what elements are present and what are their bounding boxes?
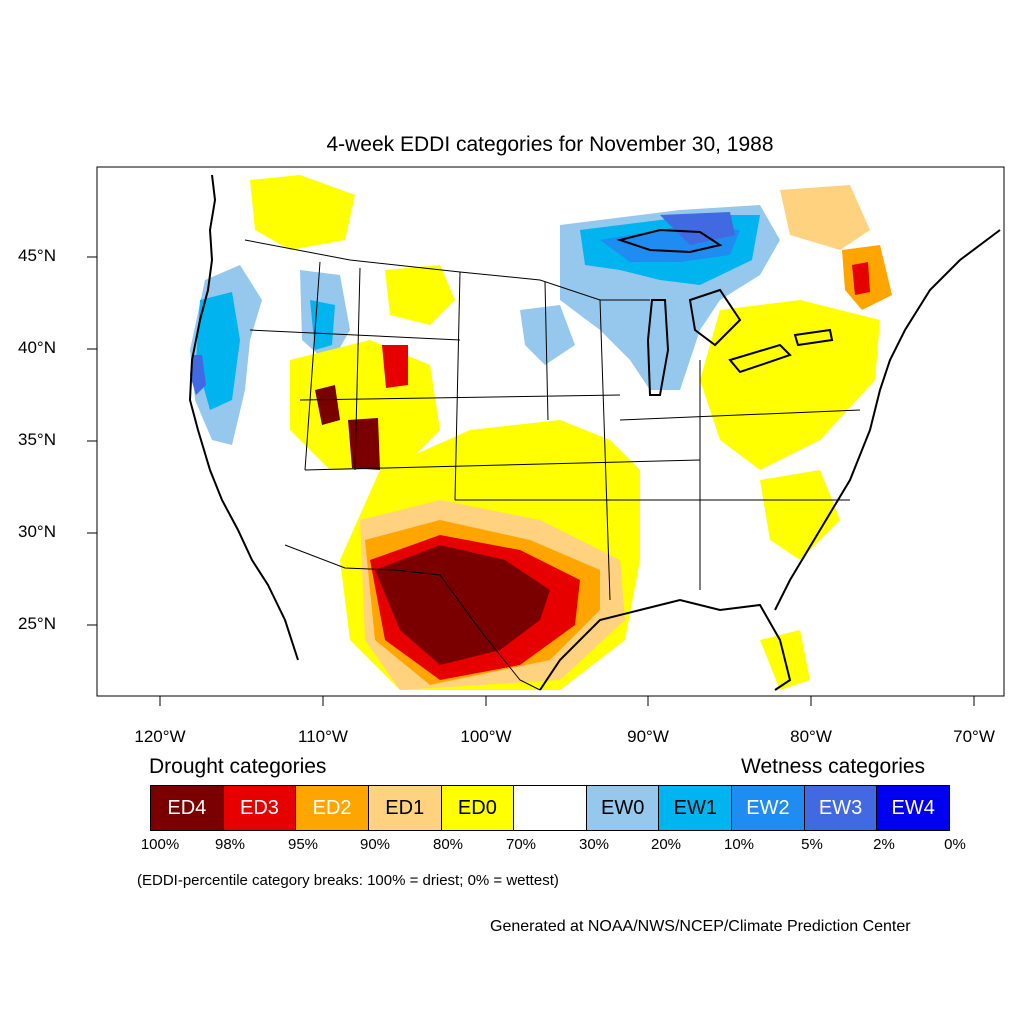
- map-frame: [96, 166, 1005, 697]
- coastlines: [188, 174, 1001, 691]
- four-corners-ed4-a: [315, 385, 340, 425]
- north-yellow-patch: [250, 175, 355, 250]
- gulf-coastline: [539, 598, 792, 691]
- lon-tick-label: 70°W: [953, 727, 995, 746]
- colorado-ed3: [382, 345, 408, 388]
- drought-categories-label: Drought categories: [149, 755, 327, 778]
- category-breaks-note: (EDDI-percentile category breaks: 100% =…: [137, 872, 559, 889]
- great-lakes-ew3: [660, 212, 735, 245]
- legend-cell-ew2: EW2: [732, 786, 805, 830]
- percent-break: 20%: [650, 836, 682, 853]
- category-legend-bar: ED4 ED3 ED2 ED1 ED0 EW0 EW1 EW2 EW3 EW4: [150, 785, 950, 831]
- lake-erie: [728, 343, 792, 374]
- mexico-border: [284, 544, 541, 691]
- state-boundaries: [244, 239, 861, 691]
- state-line-2: [354, 267, 361, 471]
- southeast-yellow: [760, 470, 840, 560]
- wetness-categories-label: Wetness categories: [741, 755, 926, 778]
- lat-tick-label: 35°N: [18, 430, 56, 449]
- legend-cell-ew3: EW3: [804, 786, 878, 830]
- percent-break: 2%: [873, 836, 895, 853]
- lat-tick-label: 30°N: [18, 522, 56, 541]
- legend-cell-ed2: ED2: [296, 786, 369, 830]
- lon-tick-marks: [159, 696, 975, 706]
- percent-break: 90%: [359, 836, 391, 853]
- state-line-1: [304, 261, 321, 471]
- lake-superior: [616, 228, 723, 254]
- state-line-9: [304, 459, 701, 471]
- west-coast-wet-core: [196, 292, 240, 410]
- drought-regions: [250, 175, 892, 690]
- legend-cell-ew1: EW1: [659, 786, 733, 830]
- percent-break: 70%: [505, 836, 537, 853]
- state-line-4: [544, 281, 549, 421]
- lake-huron: [688, 288, 742, 347]
- legend-cell-ed0: ED0: [441, 786, 515, 830]
- canada-border: [244, 239, 650, 301]
- mid-atlantic-yellow: [700, 300, 880, 470]
- east-coastline: [774, 229, 1001, 611]
- map-title: 4-week EDDI categories for November 30, …: [326, 133, 774, 156]
- oregon-coast-ew3: [190, 355, 206, 395]
- lon-tick-label: 120°W: [134, 727, 186, 746]
- percent-break: 98%: [214, 836, 246, 853]
- lon-tick-label: 100°W: [460, 727, 512, 746]
- lon-tick-label: 90°W: [627, 727, 669, 746]
- legend-cell-ew4: EW4: [877, 786, 950, 830]
- lat-tick-label: 45°N: [18, 246, 56, 265]
- lake-ontario: [793, 328, 834, 347]
- legend-cell-ed1: ED1: [368, 786, 442, 830]
- lon-tick-label: 110°W: [298, 727, 348, 746]
- state-line-7: [249, 329, 461, 341]
- legend-cell-ed3: ED3: [223, 786, 297, 830]
- state-line-8: [299, 394, 621, 401]
- percent-break: 80%: [432, 836, 464, 853]
- west-coastline: [188, 174, 299, 661]
- percent-break: 10%: [723, 836, 755, 853]
- credit-line: Generated at NOAA/NWS/NCEP/Climate Predi…: [490, 918, 911, 935]
- percent-break: 30%: [578, 836, 610, 853]
- percent-break: 0%: [944, 836, 966, 853]
- percent-break: 100%: [140, 836, 180, 853]
- minnesota-wet-region: [520, 305, 575, 365]
- maine-ed3: [852, 262, 870, 295]
- northeast-ed1: [780, 185, 870, 250]
- percent-break: 5%: [801, 836, 823, 853]
- texas-ed4: [375, 545, 550, 665]
- state-line-3: [454, 271, 461, 501]
- lat-tick-marks: [87, 256, 97, 626]
- montana-yellow-patch: [385, 265, 455, 325]
- lat-tick-label: 25°N: [18, 614, 56, 633]
- legend-cell-ew0: EW0: [586, 786, 660, 830]
- legend-cell-normal: [514, 786, 587, 830]
- lon-tick-label: 80°W: [790, 727, 832, 746]
- percent-break: 95%: [287, 836, 319, 853]
- legend-cell-ed4: ED4: [151, 786, 224, 830]
- four-corners-ed4-b: [348, 418, 380, 470]
- lake-michigan: [646, 299, 670, 396]
- lat-tick-label: 40°N: [18, 338, 56, 357]
- state-line-11: [619, 409, 861, 421]
- state-line-5: [599, 299, 611, 601]
